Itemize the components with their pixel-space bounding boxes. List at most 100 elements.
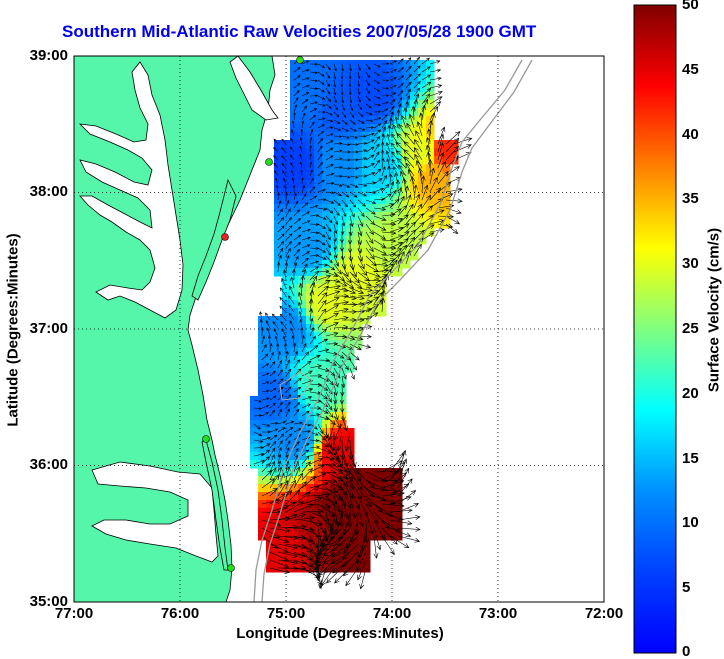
- velocity-arrow: [293, 241, 302, 249]
- velocity-arrow: [325, 341, 339, 346]
- velocity-arrow: [373, 231, 387, 240]
- velocity-cell: [386, 204, 395, 213]
- velocity-arrow: [397, 90, 404, 97]
- velocity-arrow: [349, 479, 363, 500]
- velocity-arrow: [365, 172, 376, 177]
- velocity-cell: [290, 324, 299, 333]
- velocity-arrow: [381, 252, 397, 257]
- velocity-arrow: [316, 543, 327, 564]
- velocity-cell: [306, 308, 315, 317]
- velocity-arrow: [349, 191, 358, 198]
- velocity-arrow: [349, 63, 352, 72]
- velocity-cell: [258, 348, 267, 357]
- velocity-cell: [298, 452, 307, 461]
- velocity-arrow: [357, 63, 361, 72]
- velocity-arrow: [333, 63, 337, 72]
- velocity-arrow: [373, 215, 387, 222]
- velocity-arrow: [365, 511, 374, 535]
- velocity-cell: [418, 164, 427, 173]
- velocity-cell: [258, 380, 267, 389]
- velocity-cell: [410, 220, 419, 229]
- velocity-arrow: [428, 119, 434, 137]
- velocity-arrow: [325, 297, 340, 305]
- velocity-cell: [290, 404, 299, 413]
- velocity-arrow: [429, 209, 445, 217]
- velocity-cell: [314, 148, 323, 157]
- velocity-arrow: [403, 140, 415, 153]
- velocity-cell: [426, 116, 435, 125]
- velocity-cell: [378, 140, 387, 149]
- velocity-cell: [298, 300, 307, 309]
- velocity-cell: [338, 420, 347, 429]
- velocity-arrow: [333, 471, 349, 487]
- velocity-cell: [266, 492, 275, 501]
- velocity-cell: [290, 236, 299, 245]
- velocity-cell: [306, 460, 315, 469]
- velocity-arrow: [289, 154, 295, 161]
- velocity-arrow: [336, 431, 343, 452]
- velocity-arrow: [397, 67, 405, 73]
- velocity-arrow: [309, 231, 320, 235]
- velocity-cell: [290, 412, 299, 421]
- velocity-arrow: [341, 351, 352, 361]
- velocity-cell: [290, 124, 299, 133]
- velocity-arrow: [293, 342, 297, 353]
- velocity-arrow: [285, 513, 306, 521]
- velocity-arrow: [285, 440, 291, 449]
- velocity-cell: [298, 252, 307, 261]
- velocity-arrow: [301, 396, 313, 401]
- velocity-arrow: [301, 257, 309, 265]
- velocity-cell: [298, 444, 307, 453]
- velocity-arrow: [437, 133, 445, 153]
- velocity-arrow: [277, 453, 282, 465]
- velocity-cell: [258, 340, 267, 349]
- velocity-arrow: [274, 170, 279, 177]
- velocity-cell: [306, 476, 315, 485]
- velocity-arrow: [325, 215, 333, 224]
- velocity-cell: [362, 156, 371, 165]
- velocity-arrow: [341, 551, 359, 568]
- velocity-arrow: [333, 231, 337, 243]
- x-tick-label: 73:00: [478, 605, 518, 622]
- velocity-arrow: [413, 56, 420, 65]
- velocity-cell: [346, 548, 355, 557]
- velocity-cell: [274, 252, 283, 261]
- velocity-cell: [338, 524, 347, 533]
- velocity-arrow: [349, 199, 357, 208]
- velocity-cell: [298, 308, 307, 317]
- velocity-arrow: [341, 103, 345, 111]
- velocity-arrow: [325, 207, 334, 214]
- velocity-arrow: [325, 447, 341, 463]
- velocity-arrow: [365, 132, 375, 137]
- y-tick-label: 36:00: [29, 456, 68, 473]
- velocity-arrow: [317, 189, 326, 193]
- velocity-arrow: [413, 65, 421, 73]
- velocity-cell: [386, 180, 395, 189]
- velocity-cell: [386, 84, 395, 93]
- velocity-arrow: [365, 79, 370, 87]
- velocity-cell: [402, 260, 411, 269]
- velocity-cell: [418, 76, 427, 85]
- velocity-arrow: [301, 177, 304, 185]
- map-grid: [74, 56, 604, 602]
- velocity-arrow: [437, 151, 445, 169]
- velocity-arrow: [277, 401, 283, 409]
- velocity-cell: [418, 68, 427, 77]
- velocity-arrow: [293, 234, 302, 241]
- velocity-arrow: [309, 161, 313, 169]
- velocity-cell: [274, 236, 283, 245]
- velocity-arrow: [317, 170, 324, 177]
- velocity-cell: [402, 180, 411, 189]
- velocity-cell: [402, 116, 411, 125]
- velocity-arrow: [357, 165, 368, 169]
- velocity-arrow: [317, 447, 333, 454]
- velocity-arrow: [416, 121, 423, 137]
- velocity-arrow: [365, 87, 370, 94]
- velocity-cell: [338, 548, 347, 557]
- velocity-arrow: [285, 225, 293, 233]
- pamlico-sound: [91, 461, 219, 563]
- velocity-cell: [290, 452, 299, 461]
- velocity-arrow: [293, 472, 303, 489]
- velocity-cell: [290, 252, 299, 261]
- velocity-arrow: [325, 87, 331, 95]
